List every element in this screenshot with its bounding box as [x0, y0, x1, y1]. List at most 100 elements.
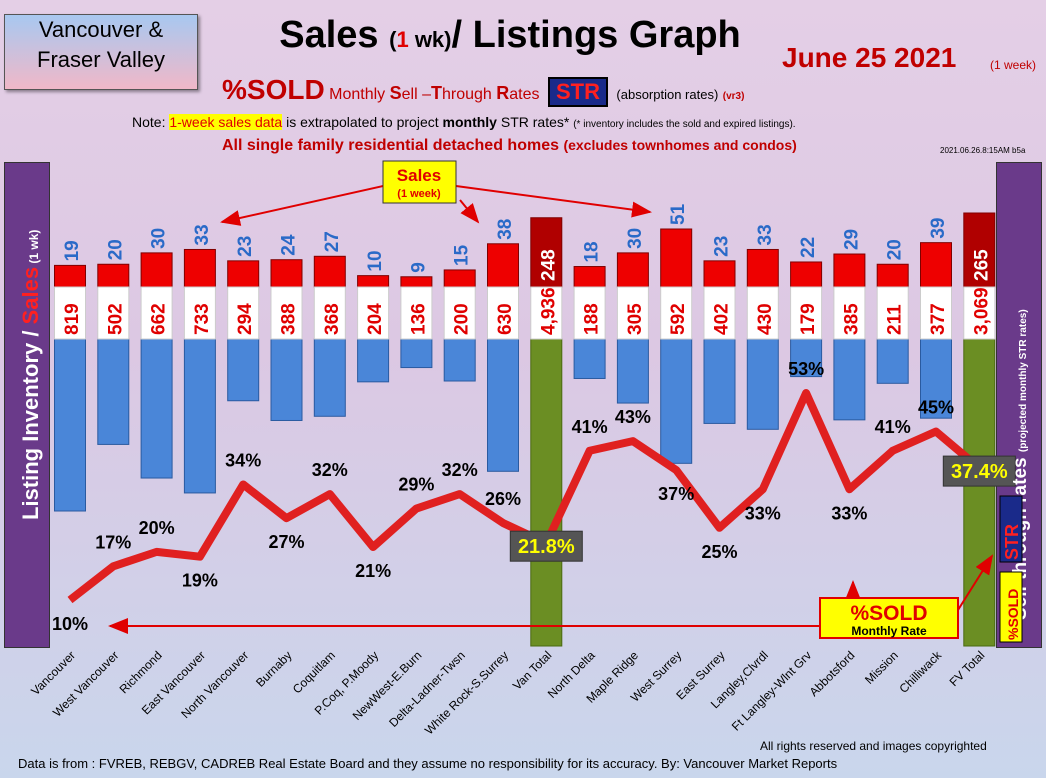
sold-callout-sub: Monthly Rate: [851, 624, 927, 638]
sold-callout-title: %SOLD: [850, 602, 927, 625]
sold-ates: ates: [509, 86, 540, 103]
listing-value-label: 3,069: [971, 287, 992, 335]
chart-subtitle: All single family residential detached h…: [222, 137, 797, 155]
sold-arrow-right: [957, 554, 994, 611]
str-value-label: 27%: [268, 532, 304, 552]
category-label: Mission: [862, 648, 901, 687]
category-label: FV Total: [947, 648, 988, 689]
sold-s: S: [389, 83, 402, 103]
y-left-sales: Sales: [18, 267, 43, 325]
listing-label-bg: [920, 286, 952, 340]
str-value-label: 20%: [139, 518, 175, 538]
str-value-label: 53%: [788, 359, 824, 379]
listing-label-bg: [616, 286, 649, 340]
note-highlight: 1-week sales data: [169, 114, 283, 130]
note-after: STR rates*: [496, 114, 574, 130]
sales-bar: [270, 259, 303, 288]
right-str-text: STR: [1002, 524, 1022, 560]
listings-bar: [443, 338, 476, 382]
listing-value-label: 188: [582, 303, 603, 335]
category-label: Abbotsford: [807, 648, 858, 699]
listing-value-label: 733: [192, 303, 213, 335]
total-bar: [963, 338, 996, 647]
title-part2: / Listings Graph: [451, 14, 741, 56]
listing-value-label: 388: [279, 303, 300, 335]
listings-bar: [357, 338, 390, 383]
sales-value-label: 20: [105, 239, 126, 260]
listing-value-label: 402: [712, 303, 733, 335]
listing-label-bg: [573, 286, 606, 340]
listing-value-label: 368: [322, 303, 343, 335]
sold-heading: %SOLD: [222, 74, 325, 105]
sales-value-label: 23: [712, 236, 733, 257]
str-value-label: 37%: [658, 484, 694, 504]
note-middle: is extrapolated to project: [282, 114, 443, 130]
y-left-wk: (1 wk): [27, 230, 41, 267]
note-small: (* inventory includes the sold and expir…: [573, 119, 796, 130]
sales-value-label: 27: [322, 231, 343, 252]
date-subtitle: (1 week): [990, 58, 1037, 72]
title-paren-close: wk): [408, 27, 452, 52]
listings-bar: [54, 338, 86, 512]
listings-bar: [270, 338, 303, 421]
sales-bar: [833, 253, 866, 288]
str-value-label: 43%: [615, 407, 651, 427]
listing-label-bg: [270, 286, 303, 340]
y-axis-left-label: Listing Inventory / Sales (1 wk): [18, 230, 43, 520]
str-value-label: 19%: [182, 571, 218, 591]
str-total-box: [942, 455, 1016, 487]
listings-bar: [660, 338, 693, 464]
str-total-label: 37.4%: [951, 461, 1008, 483]
str-value-label: 17%: [95, 532, 131, 552]
str-value-label: 10%: [52, 614, 88, 634]
str-value-label: 26%: [485, 489, 521, 509]
note-bold: monthly: [442, 114, 497, 130]
sales-bar: [313, 255, 346, 288]
category-label: Chilliwack: [897, 648, 945, 696]
sales-arrow-left: [220, 185, 384, 226]
sales-value-label: 22: [798, 237, 819, 258]
sales-value-label: 39: [928, 218, 949, 239]
listing-label-bg: [790, 286, 823, 340]
str-value-label: 41%: [875, 417, 911, 437]
listing-label-bg: [963, 286, 996, 340]
category-label: White Rock-S.Surrey: [422, 648, 511, 737]
listings-bar: [400, 338, 433, 369]
subtitle-small: (excludes townhomes and condos): [563, 137, 797, 153]
absorption-label: (absorption rates): [616, 87, 719, 102]
listing-label-bg: [357, 286, 390, 340]
str-value-label: 34%: [225, 450, 261, 470]
listing-label-bg: [227, 286, 260, 340]
footer-copyright: All rights reserved and images copyright…: [760, 739, 987, 753]
sales-bar: [97, 263, 130, 288]
footer-source: Data is from : FVREB, REBGV, CADREB Real…: [18, 756, 838, 771]
y-right-small: (projected monthly STR rates): [1018, 309, 1029, 452]
sales-value-label: 19: [62, 240, 83, 261]
listings-bar: [833, 338, 866, 421]
sales-value-label: 38: [495, 219, 516, 240]
sold-line: %SOLD Monthly Sell –Through Rates STR (a…: [222, 74, 744, 107]
sales-bar: [140, 252, 173, 288]
sales-callout-title: Sales: [397, 166, 441, 185]
sales-bar: [227, 260, 260, 288]
str-value-label: 29%: [398, 475, 434, 495]
str-value-label: 33%: [745, 503, 781, 523]
sales-value-label: 30: [149, 228, 170, 249]
listing-label-bg: [400, 286, 433, 340]
sales-value-label: 51: [668, 203, 689, 225]
sales-bar: [616, 252, 649, 288]
right-sold-text: %SOLD: [1005, 589, 1021, 640]
right-str-box: [999, 495, 1023, 563]
sales-arrow-mid: [459, 199, 480, 224]
sales-bar: [746, 248, 779, 288]
str-value-label: 25%: [701, 542, 737, 562]
str-total-label: 21.8%: [518, 536, 575, 558]
sales-bar: [963, 212, 996, 288]
listing-value-label: 204: [365, 303, 386, 335]
y-left-listing: Listing Inventory /: [18, 324, 43, 520]
sales-value-label: 265: [971, 249, 992, 281]
listing-value-label: 136: [408, 303, 429, 335]
sold-r: R: [496, 83, 510, 103]
str-value-label: 45%: [918, 398, 954, 418]
sales-bar: [790, 261, 823, 288]
